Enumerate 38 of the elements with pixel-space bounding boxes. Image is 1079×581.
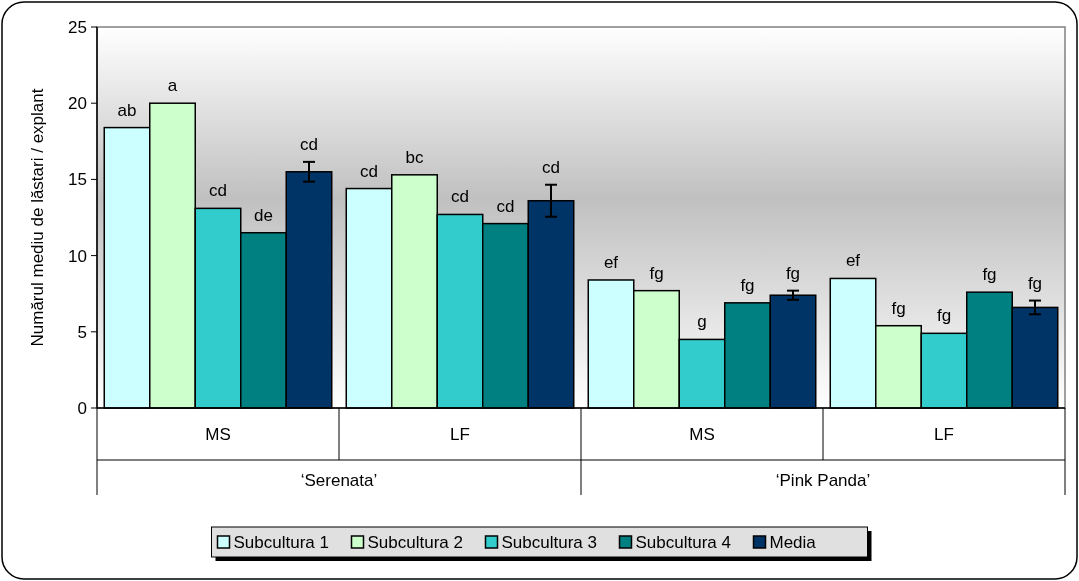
data-label: fg — [785, 263, 801, 283]
data-label: a — [167, 76, 178, 96]
y-tick-label: 5 — [77, 322, 87, 342]
y-tick-label: 10 — [68, 246, 87, 266]
data-label: cd — [209, 181, 227, 201]
data-label: g — [697, 312, 707, 332]
text: ‘Pink Panda’ — [775, 471, 871, 490]
legend-label: Media — [769, 533, 817, 552]
legend-label: Subcultura 2 — [367, 533, 463, 552]
y-tick-label: 0 — [77, 398, 87, 418]
data-label: fg — [891, 298, 906, 318]
x-tick-label: LF — [934, 425, 954, 444]
data-label: cd — [300, 134, 318, 154]
data-label: fg — [982, 265, 997, 285]
data-label: de — [254, 205, 273, 225]
legend-label: Subcultura 3 — [501, 533, 597, 552]
data-label: cd — [360, 161, 378, 181]
y-tick-label: 25 — [68, 17, 87, 37]
data-label: ef — [603, 252, 619, 272]
legend-label: Subcultura 4 — [635, 533, 731, 552]
y-tick-label: 15 — [68, 170, 87, 190]
legend-label: Subcultura 1 — [233, 533, 329, 552]
data-label: cd — [542, 157, 560, 177]
data-label: ab — [117, 100, 137, 120]
y-axis-title: Numărul mediu de lăstari / explant — [28, 88, 47, 347]
data-label: bc — [405, 147, 424, 167]
data-label: fg — [1027, 273, 1043, 293]
data-label: cd — [451, 187, 469, 207]
x-tick-label: MS — [205, 425, 231, 444]
data-label: cd — [496, 196, 515, 216]
data-label: ef — [845, 251, 861, 271]
data-label: fg — [740, 275, 755, 295]
data-label: fg — [649, 263, 664, 283]
x-tick-label: LF — [450, 425, 470, 444]
text: ‘Serenata’ — [300, 471, 378, 490]
y-tick-label: 20 — [68, 94, 87, 114]
data-label: fg — [936, 306, 952, 326]
x-tick-label: MS — [689, 425, 715, 444]
